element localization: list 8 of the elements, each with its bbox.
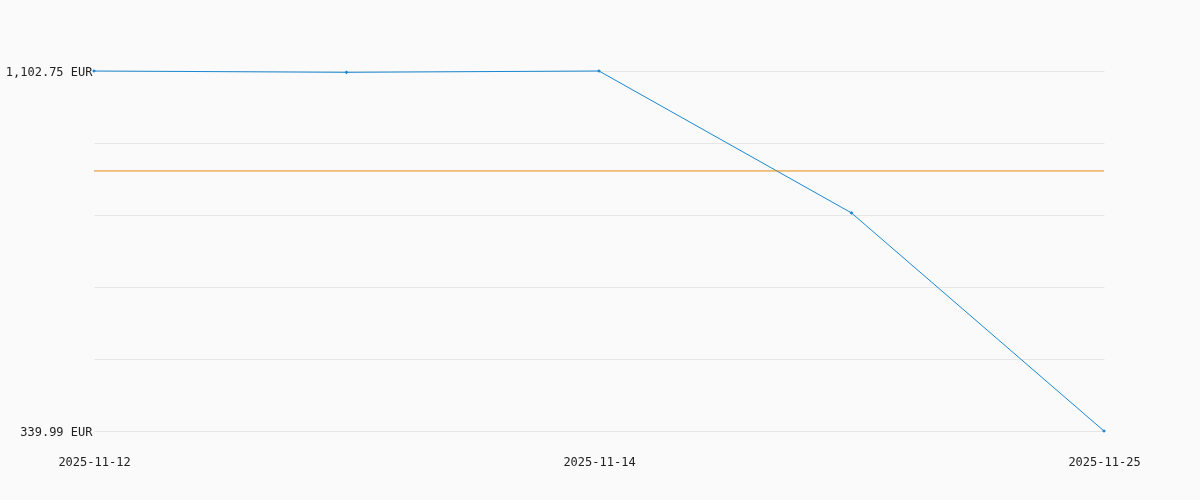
line-series [92, 69, 1106, 433]
point [849, 211, 854, 215]
x-tick-label: 2025-11-12 [58, 454, 131, 469]
x-tick-label: 2025-11-14 [563, 454, 636, 469]
x-tick-label: 2025-11-25 [1068, 454, 1141, 469]
point [344, 70, 349, 75]
y-tick-label: 1,102.75 EUR [5, 64, 94, 79]
y-tick-label: 339.99 EUR [20, 424, 94, 439]
